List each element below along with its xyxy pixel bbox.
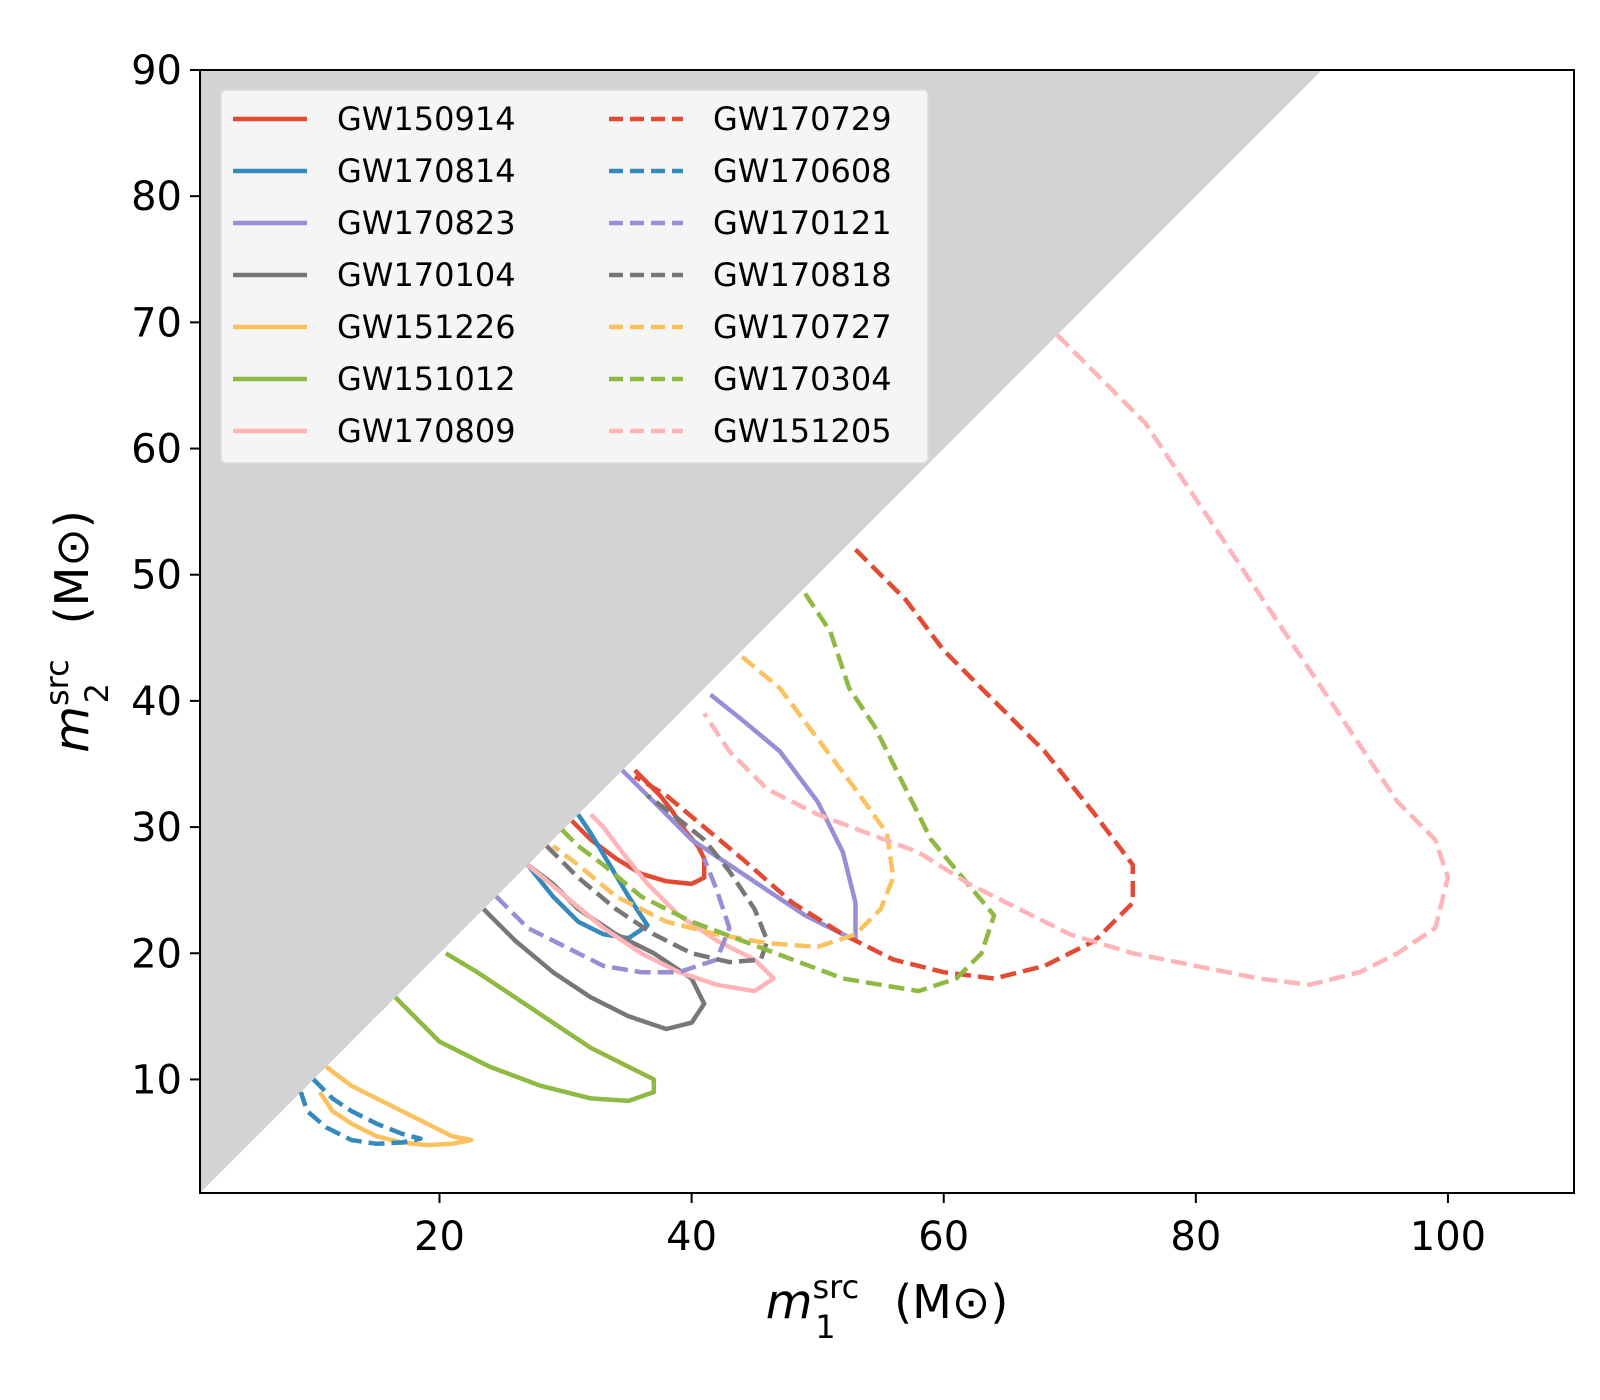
y-tick-label: 20: [131, 931, 182, 977]
legend-label-gw151205: GW151205: [713, 412, 892, 450]
contour-gw170814: [525, 813, 650, 941]
legend-label-gw170729: GW170729: [713, 100, 892, 138]
x-tick-label: 100: [1410, 1214, 1486, 1260]
x-tick-label: 40: [666, 1214, 717, 1260]
legend-label-gw170104: GW170104: [337, 256, 516, 294]
legend-label-gw151012: GW151012: [337, 360, 516, 398]
contour-gw151012: [393, 951, 657, 1104]
legend-label-gw170121: GW170121: [713, 204, 892, 242]
y-tick-label: 70: [131, 300, 182, 346]
legend-label-gw150914: GW150914: [337, 100, 516, 138]
y-tick-label: 40: [131, 679, 182, 725]
y-tick-label: 50: [131, 553, 182, 599]
y-tick-label: 30: [131, 805, 182, 851]
contour-gw151205: [702, 333, 1451, 988]
contour-gw170818: [545, 793, 770, 965]
contour-gw170104: [482, 863, 707, 1032]
contour-gw170121: [494, 857, 732, 975]
x-axis-label: msrc 1 (M⊙): [766, 1268, 1009, 1346]
legend-box: [220, 89, 929, 464]
legend: GW150914 GW170814 GW170823 GW170104 GW151226…: [220, 89, 929, 464]
legend-label-gw170304: GW170304: [713, 360, 892, 398]
y-tick-label: 80: [131, 174, 182, 220]
contour-gw151226: [317, 1065, 474, 1148]
y-tick-label: 10: [131, 1057, 182, 1103]
legend-label-gw170727: GW170727: [713, 308, 892, 346]
legend-label-gw170818: GW170818: [713, 256, 892, 294]
legend-label-gw151226: GW151226: [337, 308, 516, 346]
contour-gw170729: [633, 547, 1136, 981]
y-tick-label: 60: [131, 427, 182, 473]
x-tick-label: 20: [414, 1214, 465, 1260]
y-tick-label: 90: [131, 48, 182, 94]
legend-label-gw170814: GW170814: [337, 152, 516, 190]
contour-gw170809: [526, 812, 776, 994]
contour-gw170304: [557, 592, 997, 994]
legend-label-gw170608: GW170608: [713, 152, 892, 190]
x-tick-label: 60: [918, 1214, 969, 1260]
legend-label-gw170809: GW170809: [337, 412, 516, 450]
contour-gw170823: [620, 692, 858, 943]
y-axis-label: msrc2 (M⊙): [38, 510, 116, 753]
legend-label-gw170823: GW170823: [337, 204, 516, 242]
contour-gw150914: [570, 768, 707, 887]
axes: 20 40 60 80 100 10 20 30 40 50 60 70 80 90 msrc 1 (M⊙) m…: [38, 48, 1575, 1346]
x-tick-label: 80: [1170, 1214, 1221, 1260]
axes-frame: [199, 69, 1575, 1194]
contour-gw170727: [551, 654, 896, 950]
